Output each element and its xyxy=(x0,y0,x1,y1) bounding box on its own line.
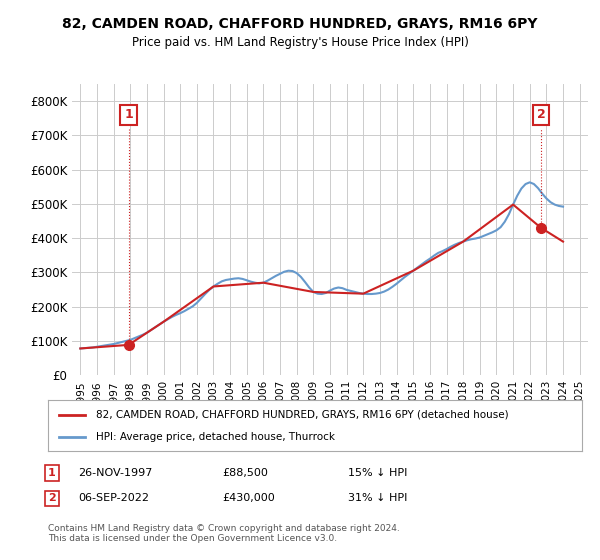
Text: 1: 1 xyxy=(48,468,56,478)
Text: 2: 2 xyxy=(536,108,545,122)
Text: Price paid vs. HM Land Registry's House Price Index (HPI): Price paid vs. HM Land Registry's House … xyxy=(131,36,469,49)
Text: 31% ↓ HPI: 31% ↓ HPI xyxy=(348,493,407,503)
Text: £88,500: £88,500 xyxy=(222,468,268,478)
Text: HPI: Average price, detached house, Thurrock: HPI: Average price, detached house, Thur… xyxy=(96,432,335,442)
Text: 82, CAMDEN ROAD, CHAFFORD HUNDRED, GRAYS, RM16 6PY (detached house): 82, CAMDEN ROAD, CHAFFORD HUNDRED, GRAYS… xyxy=(96,409,509,419)
Text: 06-SEP-2022: 06-SEP-2022 xyxy=(78,493,149,503)
Text: Contains HM Land Registry data © Crown copyright and database right 2024.
This d: Contains HM Land Registry data © Crown c… xyxy=(48,524,400,543)
Text: 15% ↓ HPI: 15% ↓ HPI xyxy=(348,468,407,478)
Text: 82, CAMDEN ROAD, CHAFFORD HUNDRED, GRAYS, RM16 6PY: 82, CAMDEN ROAD, CHAFFORD HUNDRED, GRAYS… xyxy=(62,17,538,31)
Text: 2: 2 xyxy=(48,493,56,503)
Text: 26-NOV-1997: 26-NOV-1997 xyxy=(78,468,152,478)
Text: 1: 1 xyxy=(124,108,133,122)
Text: £430,000: £430,000 xyxy=(222,493,275,503)
